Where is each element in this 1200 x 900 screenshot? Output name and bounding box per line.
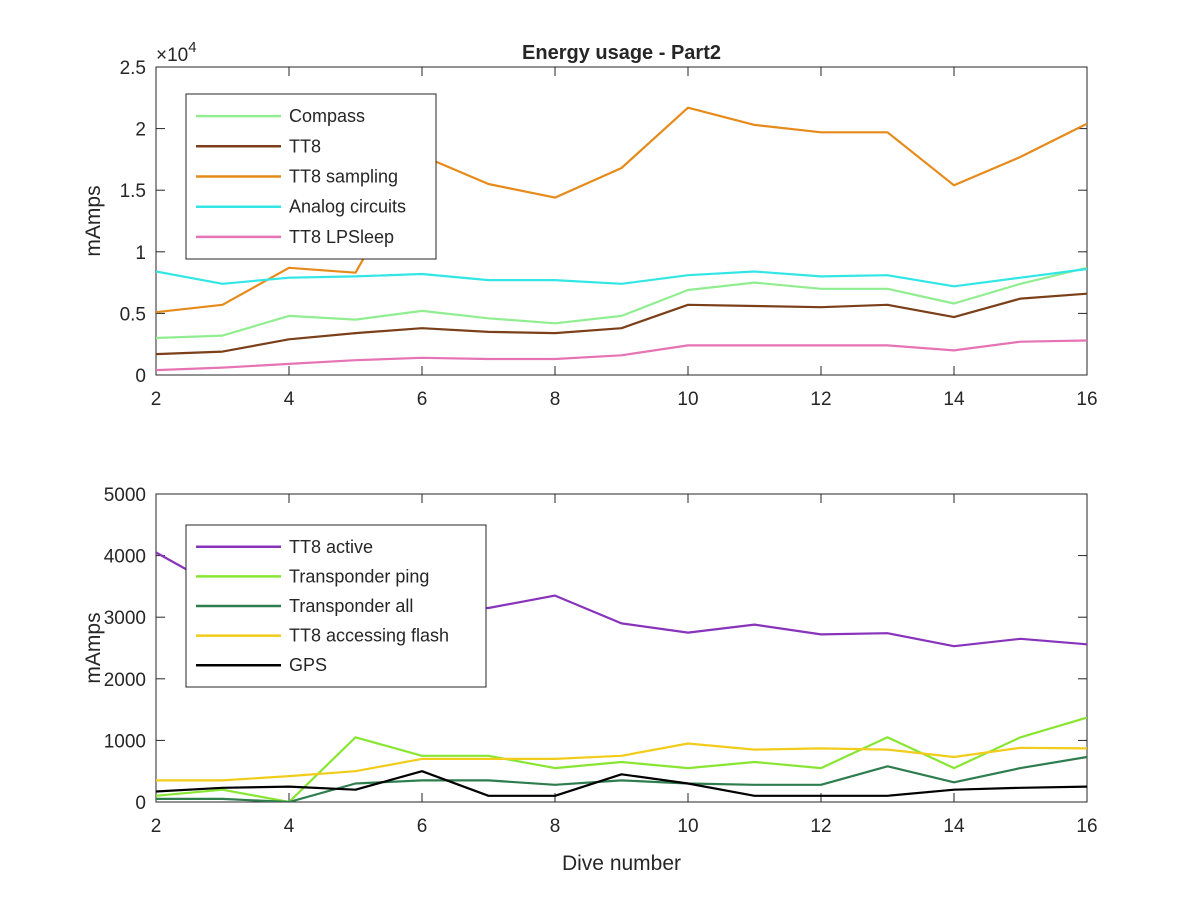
- x-tick-label: 6: [417, 389, 428, 410]
- legend-label: Transponder ping: [289, 566, 429, 586]
- y-tick-label: 1.5: [120, 181, 146, 202]
- x-tick-label: 4: [284, 389, 295, 410]
- series-lines: [156, 106, 1087, 372]
- x-axis-label: Dive number: [562, 852, 681, 875]
- series-line-transponder-ping: [156, 716, 1087, 802]
- y-axis-label: mAmps: [82, 612, 105, 683]
- chart-bottom-energy-usage: 2 4 6 8 10 12 14 16 0 1000 2000 3000 4000 5000 mAmps Di…: [82, 485, 1098, 875]
- chart-title: Energy usage - Part2: [522, 42, 721, 64]
- y-tick-label: 2: [135, 120, 146, 141]
- legend-label: Analog circuits: [289, 197, 406, 217]
- y-tick-label: 0: [135, 793, 146, 814]
- y-tick-label: 4000: [104, 547, 146, 568]
- y-tick-label: 0.5: [120, 304, 146, 325]
- y-exponent-label: ×104: [156, 39, 197, 66]
- legend-label: TT8 active: [289, 537, 373, 557]
- x-tick-label: 14: [943, 389, 965, 410]
- x-tick-label: 16: [1076, 816, 1097, 837]
- x-tick-label: 12: [810, 816, 831, 837]
- y-exponent-power: 4: [188, 39, 196, 56]
- x-tick-label: 2: [151, 816, 162, 837]
- y-axis-label: mAmps: [82, 185, 105, 256]
- legend-label: TT8 LPSleep: [289, 227, 394, 247]
- series-line-gps: [156, 770, 1087, 797]
- y-tick-label: 3000: [104, 608, 146, 629]
- y-tick-label: 2.5: [120, 58, 146, 79]
- series-line-tt8-lpsleep: [156, 339, 1087, 372]
- x-tick-label: 2: [151, 389, 162, 410]
- y-exponent-base: ×10: [156, 45, 188, 66]
- y-tick-label: 1: [135, 243, 146, 264]
- legend-label: Transponder all: [289, 596, 413, 616]
- series-line-tt8-accessing-flash: [156, 742, 1087, 782]
- x-tick-label: 10: [677, 816, 698, 837]
- legend-label: Compass: [289, 106, 365, 126]
- legend-label: TT8 sampling: [289, 167, 398, 187]
- x-tick-label: 12: [810, 389, 831, 410]
- series-line-tt8: [156, 292, 1087, 356]
- y-tick-label: 2000: [104, 670, 146, 691]
- series-line-analog-circuits: [156, 267, 1087, 288]
- legend-label: TT8 accessing flash: [289, 626, 449, 646]
- x-tick-label: 4: [284, 816, 295, 837]
- x-tick-label: 14: [943, 816, 965, 837]
- x-tick-label: 6: [417, 816, 428, 837]
- x-tick-label: 10: [677, 389, 698, 410]
- y-tick-label: 5000: [104, 485, 146, 506]
- y-tick-label: 1000: [104, 731, 146, 752]
- x-tick-label: 8: [550, 389, 561, 410]
- series-line-transponder-all: [156, 755, 1087, 802]
- y-tick-label: 0: [135, 366, 146, 387]
- series-line-compass: [156, 266, 1087, 340]
- x-tick-label: 8: [550, 816, 561, 837]
- x-tick-label: 16: [1076, 389, 1097, 410]
- series-line-tt8-sampling: [156, 106, 1087, 314]
- legend-label: TT8: [289, 136, 321, 156]
- legend-label: GPS: [289, 655, 327, 675]
